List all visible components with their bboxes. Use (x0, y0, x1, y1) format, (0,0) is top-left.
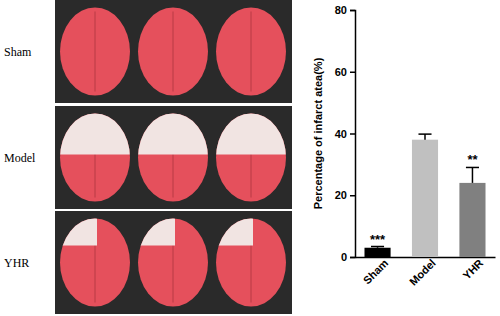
infarct-region (59, 218, 97, 246)
y-axis: 0 20 40 60 80 (335, 4, 356, 263)
y-tick-mark (350, 195, 355, 197)
row-label: YHR (4, 256, 29, 270)
significance-label: *** (370, 232, 386, 247)
y-tick-mark (350, 72, 355, 74)
infarct-region (215, 113, 287, 155)
x-tick: Sham (361, 257, 391, 287)
x-tick-label: Model (407, 257, 438, 288)
brain-slice (216, 114, 286, 202)
x-tick: YHR (460, 257, 485, 282)
y-tick-label: 60 (335, 66, 347, 78)
brain-slice (138, 114, 208, 202)
error-bar-cap (418, 133, 431, 135)
y-tick: 20 (335, 189, 355, 201)
y-tick-label: 80 (335, 4, 347, 16)
bar (364, 248, 390, 257)
x-axis: Sham Model YHR (356, 257, 496, 288)
y-tick-mark (350, 10, 355, 12)
infarct-region (215, 218, 253, 246)
y-tick: 0 (341, 251, 355, 263)
y-tick: 60 (335, 66, 355, 78)
brain-slice (216, 219, 286, 307)
row-label: Sham (4, 45, 32, 59)
plot-area (364, 134, 485, 257)
photo-background (55, 211, 292, 314)
x-tick: Model (407, 257, 438, 288)
brain-slice (138, 8, 208, 96)
error-bar (418, 134, 431, 140)
infarct-region (59, 113, 131, 155)
error-bar-stem (424, 134, 426, 140)
x-tick-label: Sham (361, 257, 391, 287)
error-bar (466, 167, 479, 182)
y-axis-title: Percentage of infarct atea(%) (312, 57, 324, 209)
infarct-region (137, 113, 209, 155)
brain-midline (95, 12, 96, 92)
x-tick-label: YHR (460, 257, 485, 282)
bar (412, 140, 438, 257)
row-label: Model (4, 151, 36, 165)
y-tick-label: 20 (335, 189, 347, 201)
y-tick-label: 40 (335, 128, 347, 140)
significance-label: ** (467, 152, 478, 167)
brain-slice (138, 219, 208, 307)
y-tick-mark (350, 257, 355, 259)
brain-slice (60, 114, 130, 202)
y-tick: 80 (335, 4, 355, 16)
photo-background (55, 0, 292, 103)
error-bar-stem (472, 167, 474, 182)
bar (459, 183, 485, 257)
y-tick: 40 (335, 128, 355, 140)
error-bar (371, 247, 384, 248)
photo-background (55, 106, 292, 209)
brain-midline (251, 12, 252, 92)
brain-midline (173, 12, 174, 92)
infarct-region (137, 218, 175, 246)
brain-slice (216, 8, 286, 96)
brain-slice (60, 219, 130, 307)
brain-slice (60, 8, 130, 96)
y-tick-label: 0 (341, 251, 347, 263)
y-axis-line (350, 11, 356, 258)
photo-panel: Sham Model YHR (4, 0, 292, 314)
y-tick-mark (350, 133, 355, 135)
